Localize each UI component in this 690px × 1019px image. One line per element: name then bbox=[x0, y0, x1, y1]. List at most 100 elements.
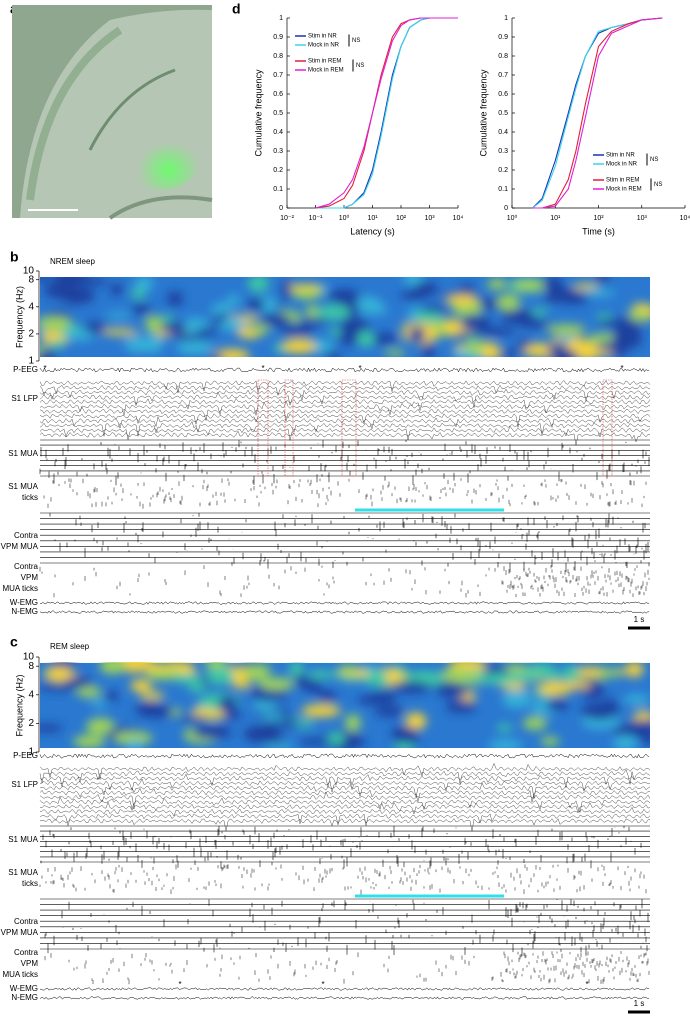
trace bbox=[39, 753, 650, 759]
trace bbox=[39, 398, 651, 411]
blob bbox=[258, 313, 293, 327]
blob bbox=[316, 304, 351, 320]
trace-label: N-EMG bbox=[11, 993, 38, 1002]
blob bbox=[392, 681, 431, 694]
blob bbox=[260, 735, 286, 744]
blob bbox=[135, 701, 164, 717]
blob bbox=[374, 706, 405, 717]
trace bbox=[40, 512, 650, 573]
series-line bbox=[315, 17, 458, 209]
asterisk: * bbox=[178, 980, 181, 989]
blob bbox=[593, 277, 610, 283]
blob bbox=[522, 716, 547, 730]
y-tick-label: 0.1 bbox=[273, 186, 283, 193]
trace bbox=[39, 807, 651, 817]
blob bbox=[405, 712, 427, 730]
blob bbox=[250, 324, 270, 334]
annotation: NS bbox=[650, 157, 658, 163]
blob bbox=[612, 326, 642, 342]
blob bbox=[84, 321, 108, 334]
trace-label: P-EEG bbox=[13, 365, 38, 374]
scale-label: 1 s bbox=[634, 999, 645, 1008]
trace bbox=[40, 898, 650, 957]
x-tick-label: 10³ bbox=[637, 215, 648, 222]
blob bbox=[297, 317, 329, 325]
trace-label: Contra bbox=[14, 531, 39, 540]
y-tick-label: 2 bbox=[28, 718, 34, 729]
blob bbox=[359, 303, 388, 315]
y-tick-label: 0.7 bbox=[498, 72, 508, 79]
blob bbox=[73, 735, 106, 748]
y-tick-label: 0.2 bbox=[273, 167, 283, 174]
blob bbox=[542, 295, 563, 303]
y-axis-label: Frequency (Hz) bbox=[14, 674, 24, 736]
blob bbox=[500, 309, 537, 324]
blob bbox=[210, 352, 224, 357]
blob bbox=[445, 699, 477, 713]
asterisk: * bbox=[585, 980, 588, 989]
blob bbox=[435, 681, 471, 698]
blob bbox=[479, 327, 516, 336]
trace bbox=[39, 439, 650, 486]
blob bbox=[40, 724, 64, 733]
blob bbox=[338, 319, 370, 334]
y-tick-label: 0.9 bbox=[273, 34, 283, 41]
blob bbox=[191, 725, 232, 740]
trace bbox=[39, 400, 651, 416]
blob bbox=[173, 673, 204, 685]
y-axis-label: Frequency (Hz) bbox=[14, 286, 24, 348]
blob bbox=[218, 318, 247, 332]
trace bbox=[39, 416, 651, 430]
blob bbox=[420, 306, 451, 313]
blob bbox=[326, 351, 341, 357]
trace bbox=[44, 951, 650, 985]
blob bbox=[176, 340, 213, 355]
blob bbox=[496, 723, 513, 732]
y-tick-label: 0.7 bbox=[273, 72, 283, 79]
blob bbox=[288, 284, 324, 291]
trace-label: MUA ticks bbox=[2, 584, 38, 593]
trace bbox=[39, 367, 650, 373]
trace bbox=[39, 762, 651, 780]
trace-label: S1 MUA bbox=[8, 449, 38, 458]
blob bbox=[640, 733, 650, 745]
panel-title: REM sleep bbox=[50, 642, 90, 651]
blob bbox=[481, 343, 501, 357]
blob bbox=[76, 685, 102, 698]
blob bbox=[444, 318, 461, 337]
blob bbox=[500, 682, 528, 690]
y-tick-label: 0 bbox=[279, 205, 283, 212]
blob bbox=[540, 736, 560, 747]
blob bbox=[188, 684, 207, 693]
trace bbox=[39, 769, 651, 785]
trace bbox=[39, 610, 650, 614]
blob bbox=[597, 318, 628, 327]
blob bbox=[40, 349, 56, 357]
blob bbox=[130, 679, 153, 693]
y-tick-label: 0.3 bbox=[273, 148, 283, 155]
blob bbox=[488, 739, 523, 748]
blob bbox=[195, 328, 221, 335]
blob bbox=[413, 311, 442, 323]
y-axis-label: Cumulative frequency bbox=[253, 69, 263, 157]
trace-label: P-EEG bbox=[13, 751, 38, 760]
y-tick-label: 8 bbox=[28, 274, 34, 285]
blob bbox=[159, 321, 188, 334]
legend-label: Stim in NR bbox=[308, 34, 337, 40]
blob bbox=[113, 731, 153, 745]
blob bbox=[145, 315, 164, 333]
trace bbox=[39, 406, 651, 422]
y-tick-label: 1 bbox=[28, 356, 34, 367]
blob bbox=[537, 681, 573, 696]
y-tick-label: 10 bbox=[23, 652, 35, 663]
trace-label: W-EMG bbox=[10, 984, 38, 993]
blob bbox=[459, 284, 475, 298]
trace bbox=[39, 413, 651, 428]
blob bbox=[233, 681, 251, 689]
blob bbox=[131, 304, 151, 315]
blob bbox=[81, 277, 108, 286]
panel-label: d bbox=[232, 1, 241, 17]
blob bbox=[545, 698, 569, 712]
blob bbox=[263, 742, 294, 748]
panel-label: b bbox=[10, 249, 19, 265]
